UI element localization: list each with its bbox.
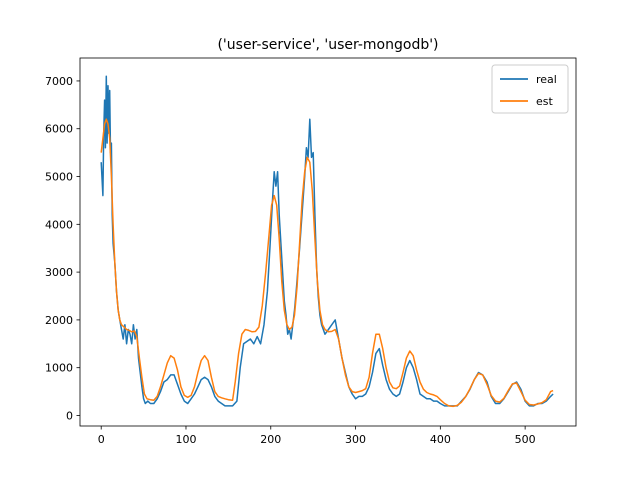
legend: real est: [491, 64, 569, 114]
y-tick-label: 5000: [45, 171, 73, 184]
y-tick-label: 6000: [45, 123, 73, 136]
x-axis: 0 100 200 300 400 500: [98, 426, 536, 446]
y-tick-label: 7000: [45, 75, 73, 88]
plot-series: [100, 75, 554, 408]
x-tick-label: 500: [515, 433, 536, 446]
legend-label-est: est: [536, 95, 553, 108]
x-tick-label: 300: [345, 433, 366, 446]
legend-label-real: real: [536, 73, 557, 86]
x-tick-label: 400: [430, 433, 451, 446]
plot-frame: [79, 57, 577, 427]
series-line-est: [100, 118, 554, 408]
chart-title: ('user-service', 'user-mongodb'): [217, 37, 438, 53]
y-tick-label: 4000: [45, 218, 73, 231]
y-axis: 0 1000 2000 3000 4000 5000 6000 7000: [45, 75, 80, 422]
x-tick-label: 100: [175, 433, 196, 446]
y-tick-label: 0: [66, 409, 73, 422]
y-tick-label: 2000: [45, 314, 73, 327]
y-tick-label: 3000: [45, 266, 73, 279]
y-tick-label: 1000: [45, 362, 73, 375]
x-tick-label: 200: [260, 433, 281, 446]
x-tick-label: 0: [98, 433, 105, 446]
